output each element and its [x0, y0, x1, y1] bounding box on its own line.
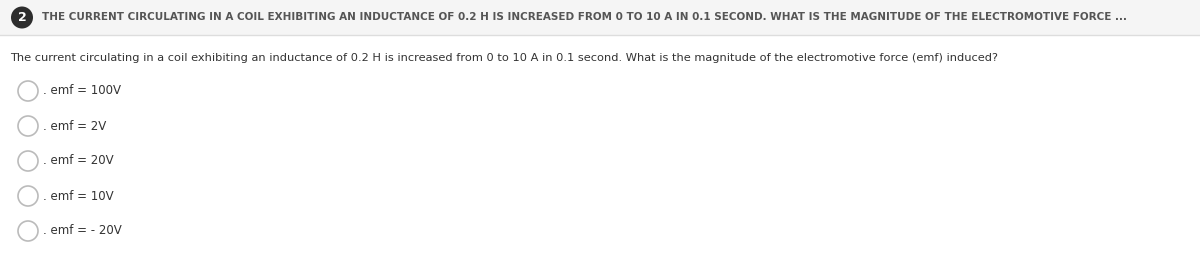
Ellipse shape: [11, 6, 34, 29]
Text: . emf = - 20V: . emf = - 20V: [43, 224, 121, 237]
Ellipse shape: [18, 221, 38, 241]
Text: . emf = 10V: . emf = 10V: [43, 190, 114, 203]
Bar: [0, 0, 1200, 35]
Text: . emf = 2V: . emf = 2V: [43, 120, 107, 133]
Text: . emf = 100V: . emf = 100V: [43, 84, 121, 98]
Ellipse shape: [18, 186, 38, 206]
Text: . emf = 20V: . emf = 20V: [43, 154, 114, 167]
Text: THE CURRENT CIRCULATING IN A COIL EXHIBITING AN INDUCTANCE OF 0.2 H IS INCREASED: THE CURRENT CIRCULATING IN A COIL EXHIBI…: [42, 12, 1127, 23]
Ellipse shape: [18, 151, 38, 171]
Ellipse shape: [18, 81, 38, 101]
Text: The current circulating in a coil exhibiting an inductance of 0.2 H is increased: The current circulating in a coil exhibi…: [10, 53, 998, 63]
Text: 2: 2: [18, 11, 26, 24]
Ellipse shape: [18, 116, 38, 136]
